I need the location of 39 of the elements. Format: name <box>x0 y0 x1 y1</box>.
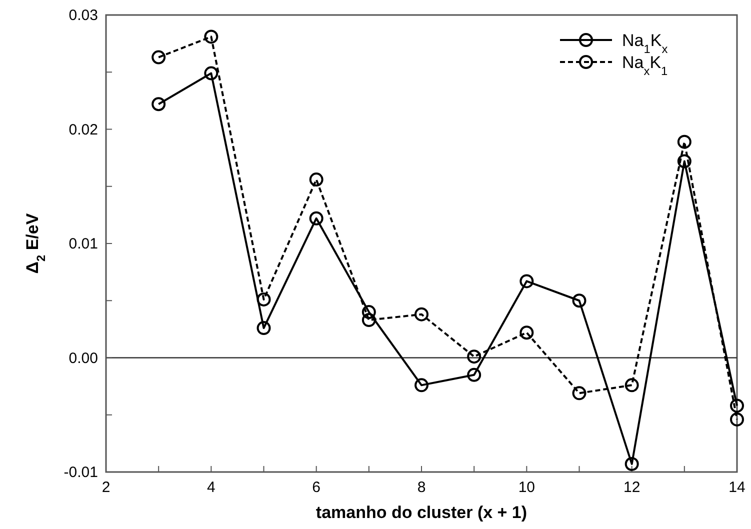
point <box>520 274 534 288</box>
point <box>572 294 586 308</box>
x-tick-label: 14 <box>728 479 746 496</box>
x-tick-label: 10 <box>518 479 536 496</box>
y-tick-label: -0.01 <box>64 464 98 481</box>
point <box>362 305 376 320</box>
point <box>309 211 324 226</box>
point <box>204 30 218 44</box>
y-tick-label: 0.00 <box>68 350 98 367</box>
point <box>362 313 376 328</box>
y-tick-label: 0.03 <box>68 7 98 24</box>
y-tick-label: 0.02 <box>68 121 98 138</box>
point <box>677 154 692 168</box>
x-tick-label: 4 <box>206 479 216 496</box>
x-axis-title: tamanho do cluster (x + 1) <box>316 503 528 522</box>
point <box>467 368 482 382</box>
point <box>152 97 166 112</box>
legend-label: Na$_{1}$K$_{x}$ <box>622 31 668 56</box>
point <box>256 321 271 336</box>
x-tick-label: 12 <box>623 479 640 496</box>
point <box>624 378 639 392</box>
point <box>204 66 218 80</box>
x-tick-label: 8 <box>417 479 426 496</box>
point <box>624 457 639 472</box>
point <box>520 326 534 340</box>
point <box>256 292 271 306</box>
point <box>677 134 692 149</box>
point <box>572 386 586 400</box>
point <box>730 398 744 413</box>
point <box>467 350 482 364</box>
point <box>730 412 744 426</box>
point <box>414 378 428 392</box>
point <box>309 172 324 187</box>
x-tick-label: 6 <box>312 479 321 496</box>
point <box>152 50 166 64</box>
point <box>414 307 428 322</box>
x-tick-label: 2 <box>102 479 110 496</box>
y-tick-label: 0.01 <box>68 236 98 252</box>
legend-label: Na$_{x}$K$_{1}$ <box>622 53 668 78</box>
